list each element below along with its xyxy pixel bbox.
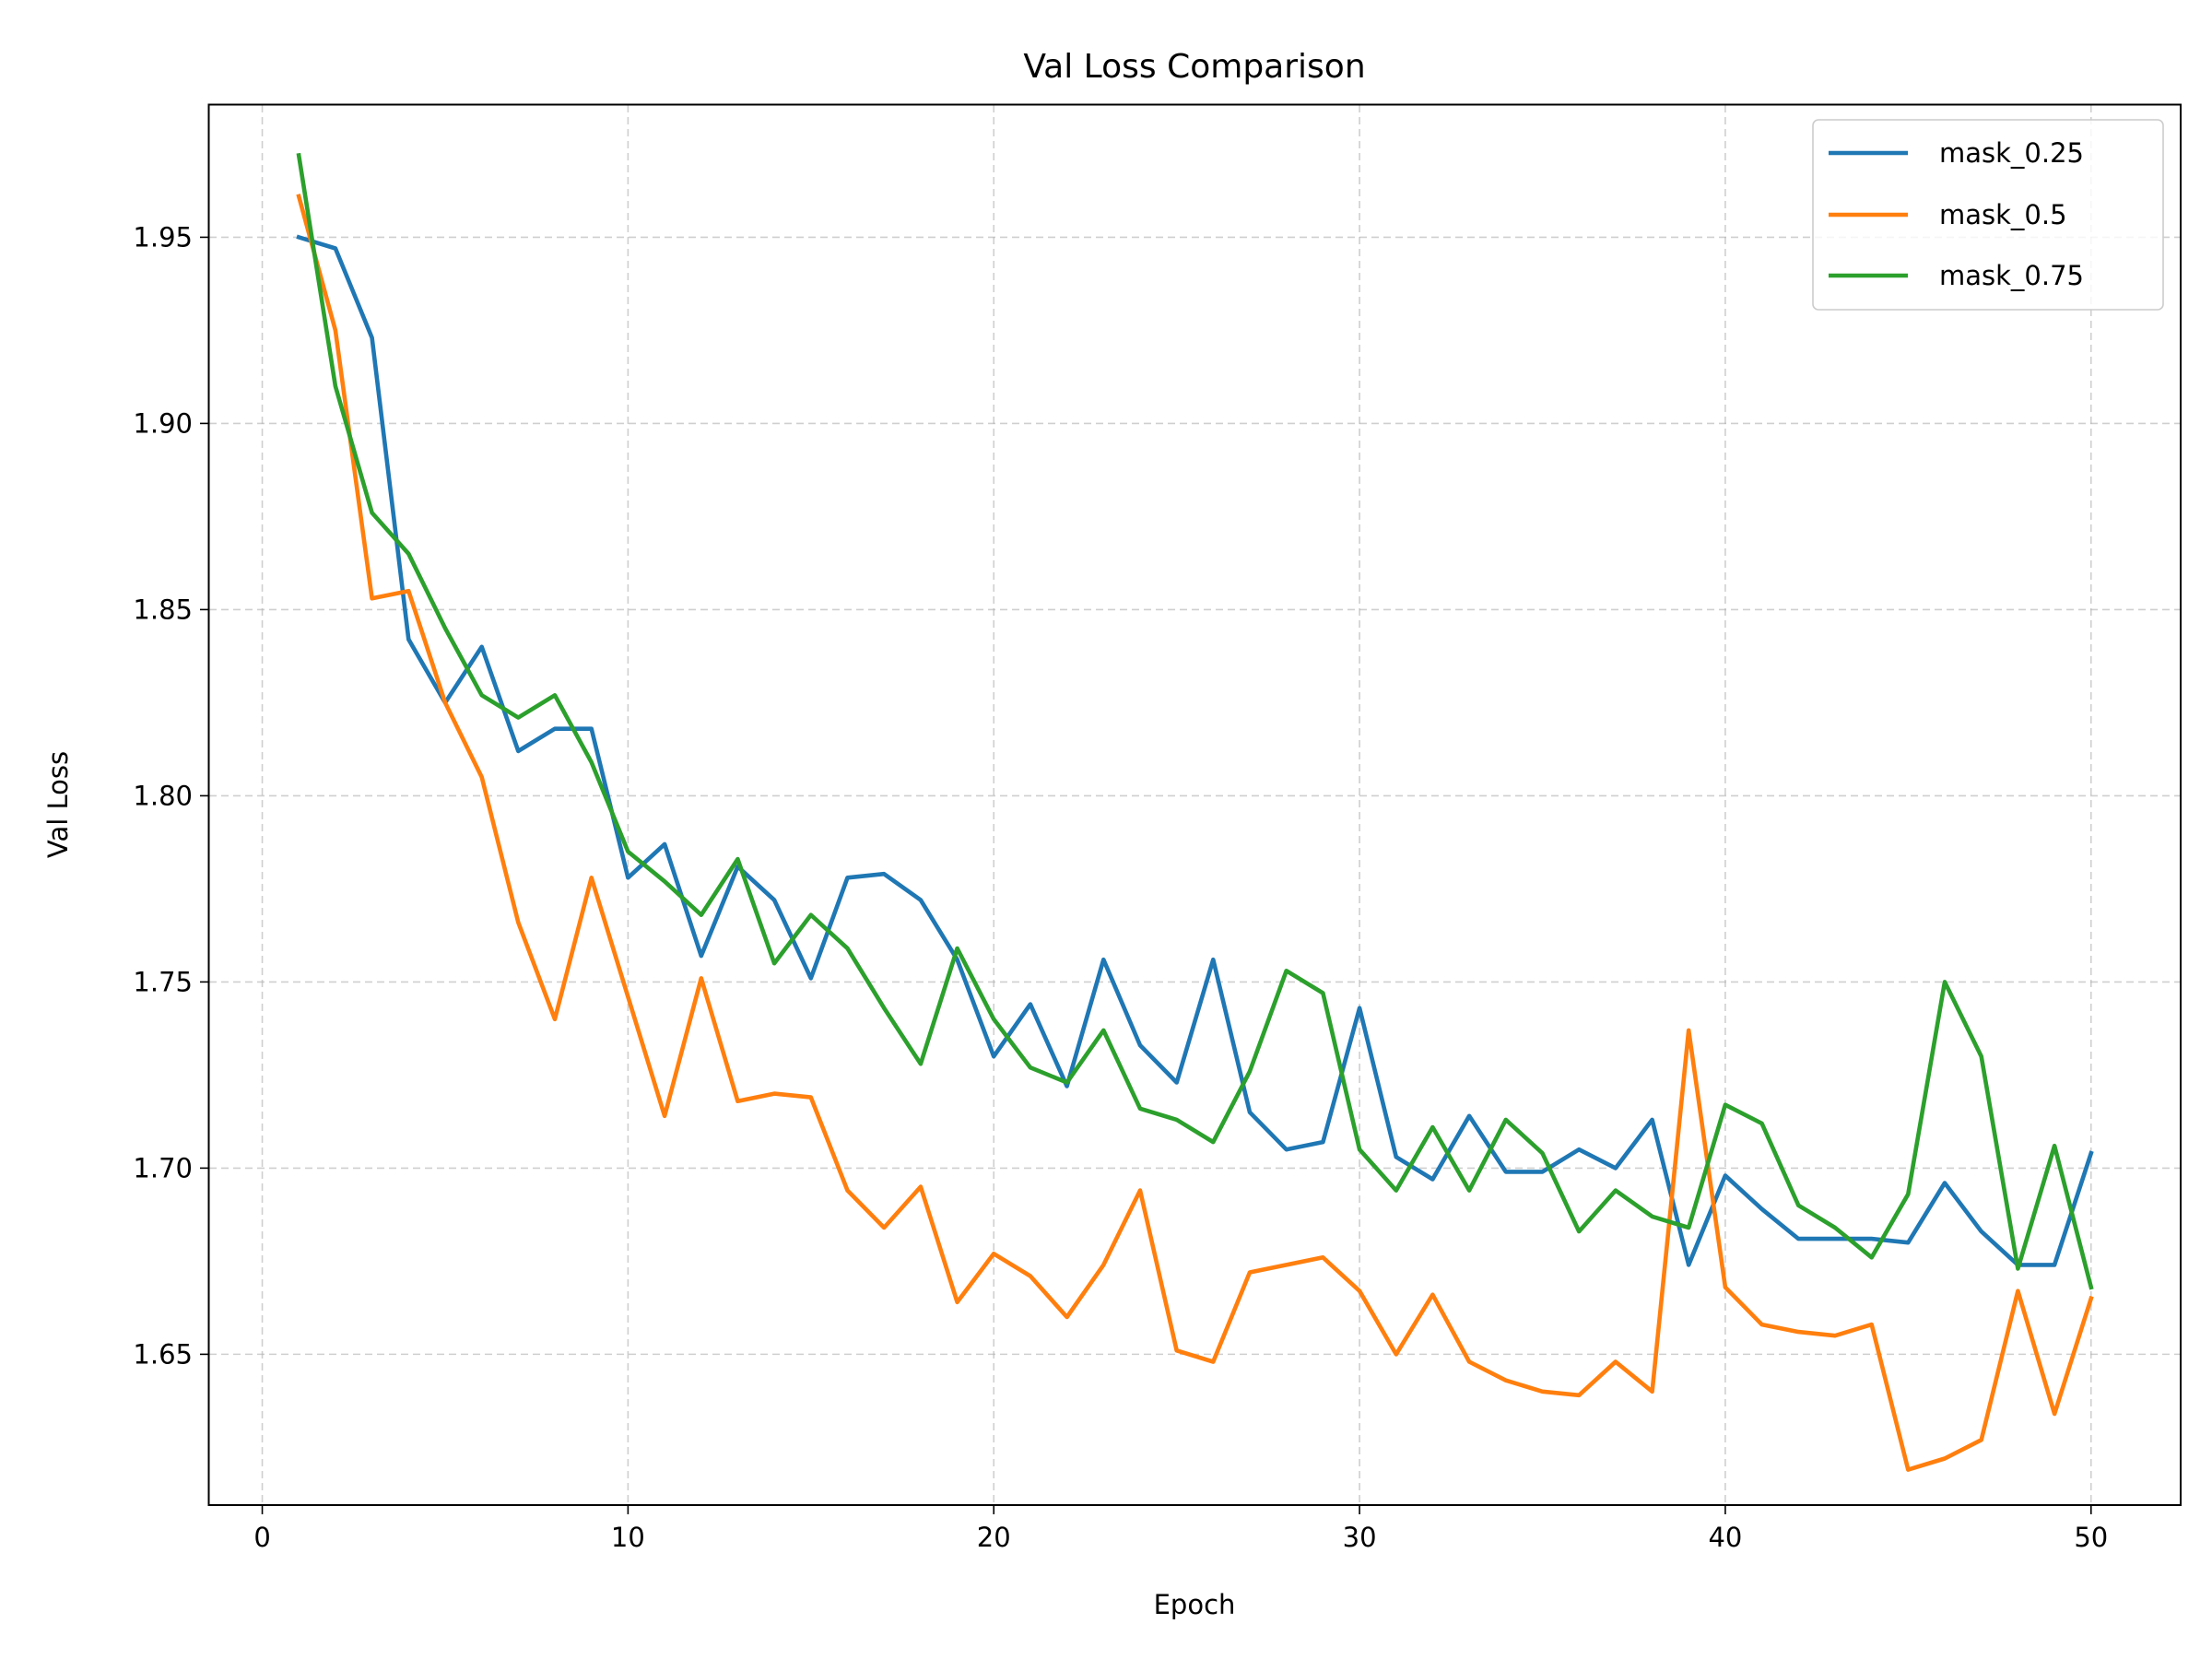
legend: mask_0.25 mask_0.5 mask_0.75 xyxy=(1812,119,2164,311)
x-axis-label: Epoch xyxy=(1154,1589,1236,1620)
y-tick-label: 1.75 xyxy=(133,966,193,997)
plot-frame xyxy=(207,103,2182,1506)
series-lines xyxy=(296,152,2094,1472)
y-axis-label: Val Loss xyxy=(42,751,74,858)
legend-label-mask-0-5: mask_0.5 xyxy=(1939,199,2067,230)
x-tick-label: 0 xyxy=(253,1522,270,1553)
grid-lines xyxy=(209,105,2181,1505)
x-tick-label: 20 xyxy=(977,1522,1011,1553)
y-tick-label: 1.70 xyxy=(133,1152,193,1183)
y-tick-label: 1.85 xyxy=(133,594,193,625)
x-tick-label: 40 xyxy=(1708,1522,1742,1553)
chart-title: Val Loss Comparison xyxy=(1023,48,1365,86)
legend-label-mask-0-75: mask_0.75 xyxy=(1939,260,2084,291)
y-tick-label: 1.90 xyxy=(133,407,193,439)
legend-box xyxy=(1812,119,2164,311)
y-tick-label: 1.80 xyxy=(133,780,193,811)
x-tick-label: 30 xyxy=(1343,1522,1377,1553)
axis-ticks: 0 10 20 30 40 50 1.65 1.70 1.75 1.80 1.85 1.90 1.95 xyxy=(133,221,2108,1553)
y-tick-label: 1.95 xyxy=(133,221,193,253)
legend-label-mask-0-25: mask_0.25 xyxy=(1939,137,2084,169)
y-tick-label: 1.65 xyxy=(133,1338,193,1370)
series-line-mask-0-5 xyxy=(296,194,2094,1472)
x-tick-label: 50 xyxy=(2074,1522,2108,1553)
x-tick-label: 10 xyxy=(611,1522,645,1553)
series-line-mask-0-75 xyxy=(296,152,2094,1290)
series-line-mask-0-25 xyxy=(296,234,2094,1267)
